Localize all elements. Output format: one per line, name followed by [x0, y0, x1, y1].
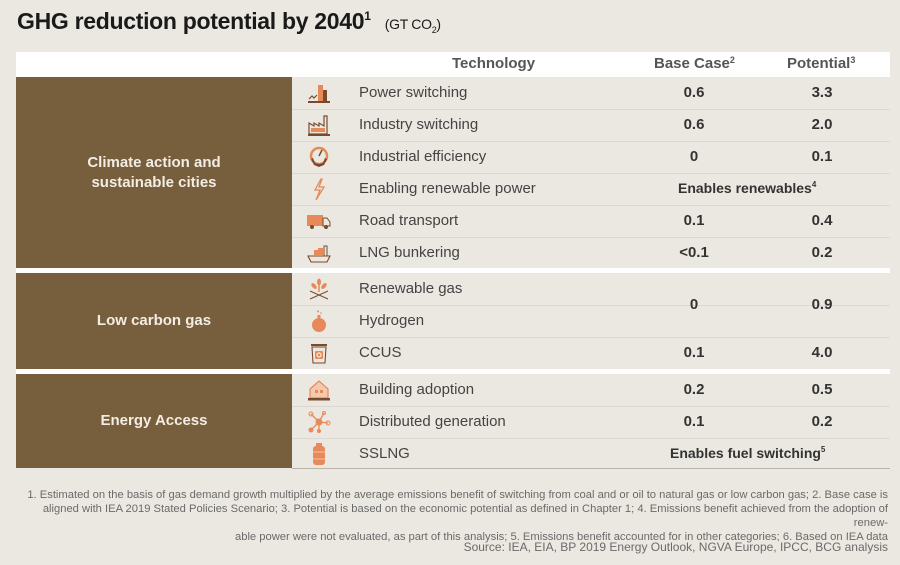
group-climate-action: Climate action and sustainable cities Pow… [16, 77, 890, 268]
gas-cylinder-icon [313, 443, 325, 465]
page-title: GHG reduction potential by 20401 (GT CO2… [17, 8, 441, 35]
enables-fuel-switching-note: Enables fuel switching5 [670, 445, 825, 461]
potential-value: 0.2 [811, 244, 833, 261]
span-sup: 4 [811, 180, 817, 189]
base-case-value: 0 [689, 148, 699, 165]
ship-icon [307, 245, 331, 263]
unit-prefix: (GT CO [384, 16, 432, 32]
table-row: Building adoption 0.2 0.5 [292, 374, 890, 407]
group-label-line1: Climate action and [87, 153, 221, 171]
source-note: Source: IEA, EIA, BP 2019 Energy Outlook… [463, 540, 888, 554]
technology-name: Renewable gas [359, 280, 463, 297]
flask-icon [312, 310, 326, 332]
header-technology: Technology [452, 55, 536, 72]
table-row: Renewable gas [292, 273, 890, 306]
table-row: Hydrogen [292, 305, 890, 338]
group-low-carbon-gas: Low carbon gas Renewable gas Hydrogen 0 … [16, 273, 890, 369]
sprout-icon [309, 278, 329, 300]
group-energy-access: Energy Access Building adoption 0.2 0.5 … [16, 374, 890, 468]
table-row: CCUS 0.1 4.0 [292, 337, 890, 369]
potential-value: 4.0 [811, 344, 833, 361]
base-case-value: 0 [689, 296, 699, 313]
table-row: Distributed generation 0.1 0.2 [292, 406, 890, 439]
power-plant-icon [308, 85, 330, 103]
base-case-value: 0.1 [683, 413, 705, 430]
span-text: Enables renewables [678, 180, 812, 196]
potential-value: 0.5 [811, 381, 833, 398]
gear-gauge-icon [309, 146, 329, 167]
header-potential-label: Potential [787, 55, 851, 72]
merged-values: 0 0.9 [292, 273, 890, 337]
base-case-value: 0.1 [683, 212, 705, 229]
span-sup: 5 [820, 445, 826, 454]
technology-name: SSLNG [359, 445, 410, 462]
technology-name: CCUS [359, 344, 402, 361]
header-potential: Potential3 [787, 55, 855, 72]
title-footnote-marker: 1 [364, 9, 371, 23]
enables-renewables-note: Enables renewables4 [678, 180, 816, 196]
unit-suffix: ) [436, 16, 441, 32]
table-bottom-rule [292, 468, 890, 469]
group-separator [16, 268, 890, 273]
header-base-case: Base Case2 [654, 55, 735, 72]
technology-name: Industrial efficiency [359, 148, 487, 165]
group-separator [16, 369, 890, 374]
table-row: Enabling renewable power Enables renewab… [292, 173, 890, 206]
table-row: Industry switching 0.6 2.0 [292, 109, 890, 142]
potential-value: 0.1 [811, 148, 833, 165]
table-header: Technology Base Case2 Potential3 [16, 52, 890, 77]
unit-subscript: 2 [431, 24, 437, 35]
base-case-value: 0.2 [683, 381, 705, 398]
technology-name: LNG bunkering [359, 244, 460, 261]
potential-value: 0.4 [811, 212, 833, 229]
footnote-line: aligned with IEA 2019 Stated Policies Sc… [42, 503, 888, 529]
house-icon [308, 380, 330, 401]
table-row: SSLNG Enables fuel switching5 [292, 438, 890, 470]
potential-value: 0.9 [811, 296, 833, 313]
footnote-line: able power were not evaluated, as part o… [235, 531, 888, 543]
technology-name: Hydrogen [359, 312, 425, 329]
footnote-line: 1. Estimated on the basis of gas demand … [27, 489, 888, 501]
group-label-line2: sustainable cities [91, 173, 217, 191]
header-potential-sup: 3 [850, 55, 856, 65]
potential-value: 3.3 [811, 84, 833, 101]
header-base-case-sup: 2 [729, 55, 735, 65]
group-label: Climate action and sustainable cities [16, 77, 292, 268]
table-row: LNG bunkering <0.1 0.2 [292, 237, 890, 269]
header-base-case-label: Base Case [654, 55, 730, 72]
technology-name: Industry switching [359, 116, 479, 133]
technology-name: Power switching [359, 84, 468, 101]
technology-name: Building adoption [359, 381, 475, 398]
network-icon [308, 411, 331, 433]
factory-icon [308, 115, 330, 136]
group-label: Low carbon gas [16, 273, 292, 369]
table-row: Power switching 0.6 3.3 [292, 77, 890, 110]
title-text: GHG reduction potential by 2040 [17, 8, 365, 34]
title-unit: (GT CO2) [384, 16, 441, 35]
span-text: Enables fuel switching [670, 445, 821, 461]
technology-name: Distributed generation [359, 413, 506, 430]
table-row: Industrial efficiency 0 0.1 [292, 141, 890, 174]
technology-name: Enabling renewable power [359, 180, 536, 197]
recycle-bin-icon [311, 344, 327, 364]
base-case-value: <0.1 [679, 244, 709, 261]
potential-value: 0.2 [811, 413, 833, 430]
base-case-value: 0.1 [683, 344, 705, 361]
technology-name: Road transport [359, 212, 459, 229]
group-label: Energy Access [16, 374, 292, 468]
footnotes: 1. Estimated on the basis of gas demand … [8, 488, 888, 544]
base-case-value: 0.6 [683, 116, 705, 133]
lightning-icon [313, 178, 326, 201]
table-row: Road transport 0.1 0.4 [292, 205, 890, 238]
truck-icon [307, 215, 331, 229]
base-case-value: 0.6 [683, 84, 705, 101]
potential-value: 2.0 [811, 116, 833, 133]
